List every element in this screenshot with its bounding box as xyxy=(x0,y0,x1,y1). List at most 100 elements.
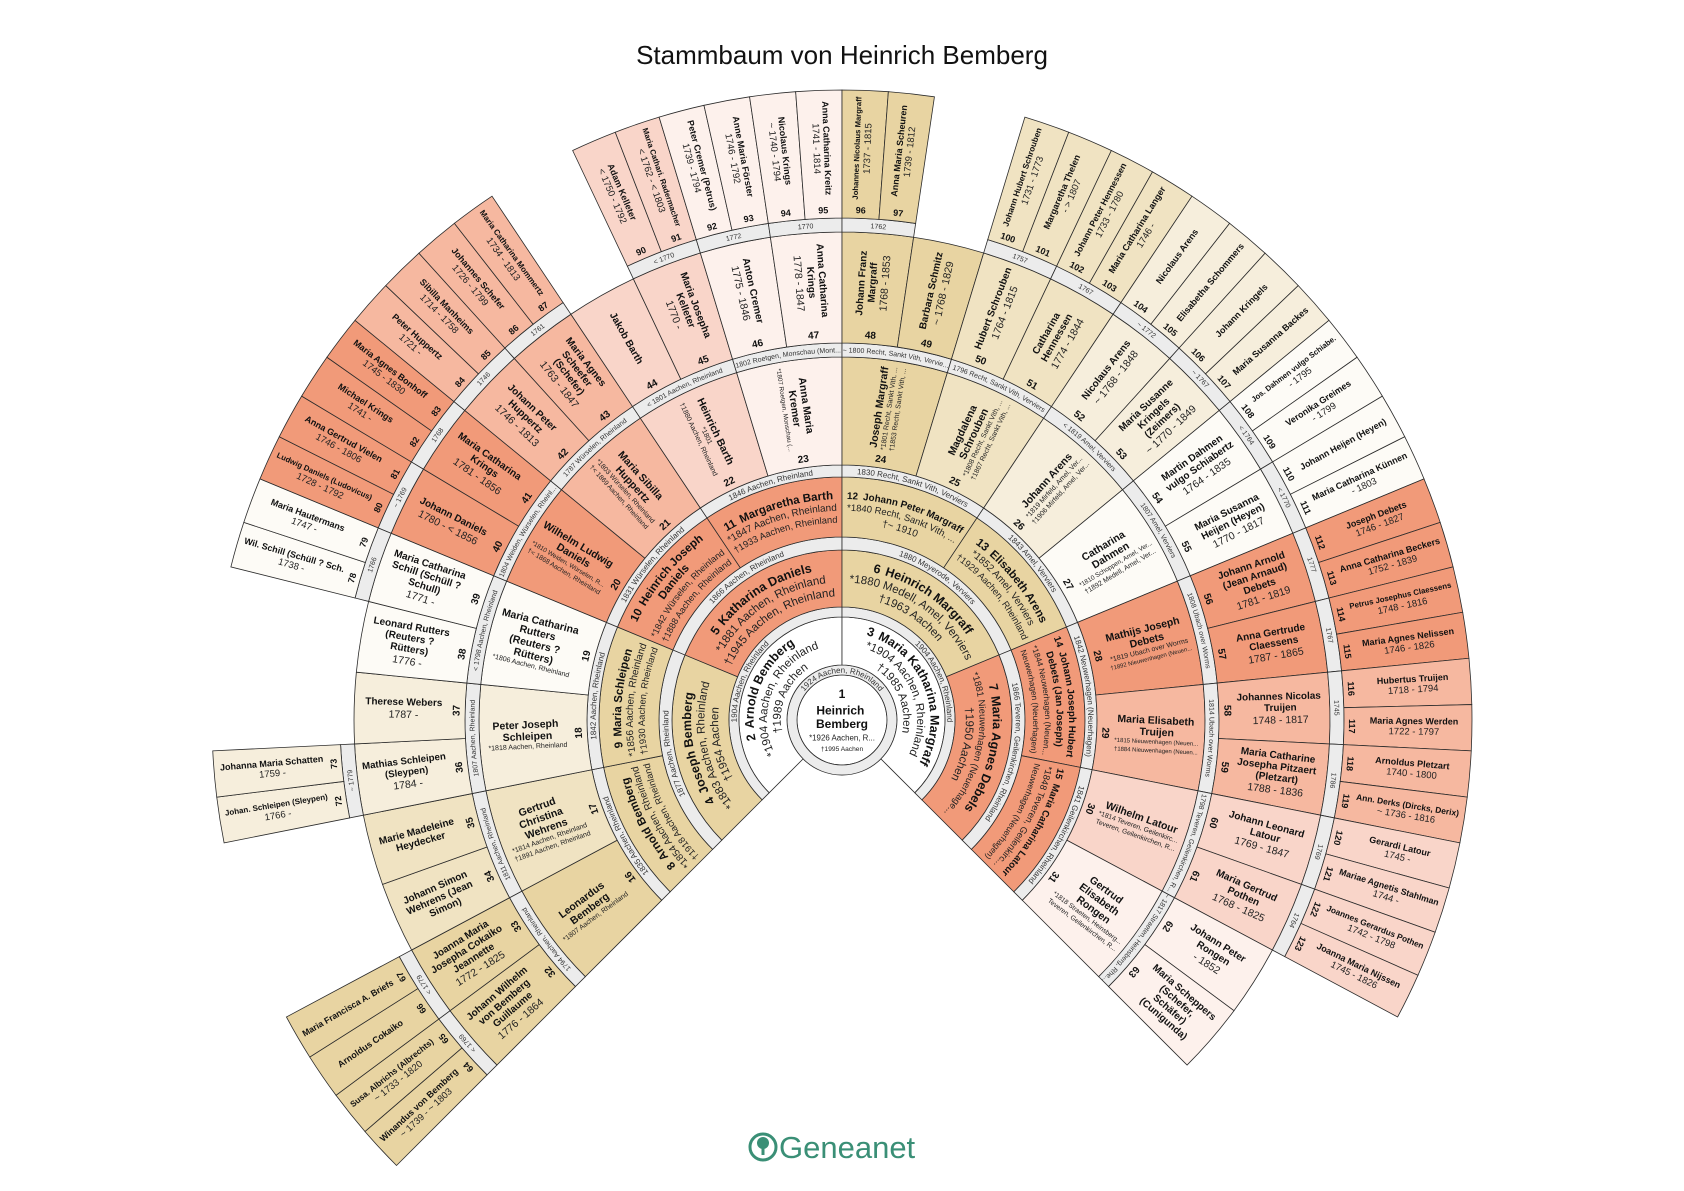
person-cell[interactable] xyxy=(212,744,345,798)
marriage-label-text: 1777 xyxy=(1305,556,1317,573)
marriage-label-text: 1807 Aachen, Rheinland xyxy=(469,699,480,776)
person-number: 95 xyxy=(818,205,828,215)
person-number: 118 xyxy=(1345,756,1356,771)
person-number: 12 xyxy=(847,491,859,503)
person-number: 92 xyxy=(706,221,718,233)
person-name: Johannes Nicolas Truijen xyxy=(1236,691,1324,715)
person-number: 40 xyxy=(491,539,506,554)
person-number: 30 xyxy=(1082,802,1096,817)
person-dates: 1722 - 1797 xyxy=(1388,726,1439,738)
person-cell[interactable] xyxy=(1284,922,1419,1018)
person-number: 115 xyxy=(1341,643,1353,659)
person-dates: 1741 - 1814 xyxy=(809,123,822,174)
marriage-label: ~ 1779 xyxy=(347,769,357,792)
marriage-label-text: 1772 xyxy=(725,233,742,243)
person-number: 58 xyxy=(1221,705,1232,717)
ancestor-cells xyxy=(212,89,1473,1167)
person-number: 37 xyxy=(451,704,462,716)
person-dates: †1884 Nieuwenhagen (Neuen... xyxy=(1114,747,1198,757)
geneanet-logo[interactable]: Geneanet xyxy=(748,1130,916,1165)
person-number: 6 xyxy=(872,562,882,577)
person-dates: 1787 - xyxy=(388,708,419,721)
person-number: 44 xyxy=(645,377,660,392)
person-number: 73 xyxy=(328,758,339,769)
person-number: 51 xyxy=(1024,377,1039,392)
person-number: 39 xyxy=(469,592,483,606)
person-number: 82 xyxy=(408,435,422,449)
person-dates: 1784 - xyxy=(393,777,425,793)
person-number: 94 xyxy=(780,208,791,219)
person-dates: 1740 - 1800 xyxy=(1386,766,1437,781)
marriage-label-text: 1762 xyxy=(870,223,886,231)
marriage-label-text: 1814 Ubach over Worms xyxy=(1203,699,1214,778)
person-label: Gertrud Elisabeth Rongen*1818 Straeten, … xyxy=(1045,869,1127,953)
person-number: 50 xyxy=(973,354,988,368)
person-number: 19 xyxy=(580,649,593,663)
person-cell[interactable] xyxy=(285,956,419,1058)
person-dates: 1768 - 1853 xyxy=(877,255,893,312)
person-cell[interactable] xyxy=(453,195,564,325)
person-number: 46 xyxy=(751,338,765,351)
marriage-label: 1772 xyxy=(725,233,742,243)
person-number: 45 xyxy=(696,354,711,368)
person-number: 112 xyxy=(1313,534,1327,551)
marriage-label-text: 1766 xyxy=(367,556,379,573)
person-number: 17 xyxy=(587,801,601,816)
person-dates: 1776 - xyxy=(391,653,423,670)
page-title: Stammbaum von Heinrich Bemberg xyxy=(636,40,1048,70)
person-number: 80 xyxy=(372,501,385,514)
marriage-label: 1807 Aachen, Rheinland xyxy=(469,699,480,776)
person-number: 86 xyxy=(507,323,521,337)
person-number: 7 xyxy=(986,682,1001,692)
person-name: Heinrich Bemberg xyxy=(816,703,868,730)
marriage-label: 1767 xyxy=(1324,627,1334,644)
person-number: 79 xyxy=(358,536,371,549)
person-number: 56 xyxy=(1201,592,1215,606)
person-number: 114 xyxy=(1335,606,1348,622)
person-number: 14 xyxy=(1051,635,1065,650)
person-number: 28 xyxy=(1090,649,1103,663)
marriage-label-text: 1786 xyxy=(1328,772,1337,788)
person-number: 96 xyxy=(856,205,866,215)
person-name: Therese Webers xyxy=(365,696,443,709)
person-name: Maria Elisabeth Truijen xyxy=(1117,713,1198,741)
person-number: 22 xyxy=(722,475,737,490)
person-dates: *1926 Aachen, R... xyxy=(809,734,875,743)
person-number: 10 xyxy=(629,607,646,624)
person-number: 59 xyxy=(1218,761,1230,774)
person-number: 48 xyxy=(864,330,876,342)
marriage-label: 1766 xyxy=(367,556,379,573)
person-number: 87 xyxy=(536,300,550,314)
marriage-label-text: 1767 xyxy=(1324,627,1334,644)
person-cell[interactable] xyxy=(878,91,935,224)
person-number: 47 xyxy=(808,330,820,342)
person-number: 121 xyxy=(1321,865,1335,882)
person-number: 83 xyxy=(429,404,443,418)
person-name: Peter Joseph Schleipen xyxy=(492,718,562,745)
marriage-label: 1814 Ubach over Worms xyxy=(1203,699,1214,778)
person-dates: *1818 Aachen, Rheinland xyxy=(488,742,567,753)
person-number: 61 xyxy=(1187,869,1202,884)
marriage-label: 1769 xyxy=(1313,843,1324,860)
person-number: 90 xyxy=(634,245,647,258)
person-cell[interactable] xyxy=(1108,944,1235,1066)
person-number: 57 xyxy=(1215,648,1228,661)
person-name: Hubertus Truijen xyxy=(1377,672,1449,686)
marriage-label: 1786 xyxy=(1328,772,1337,788)
person-dates: *1815 Nieuwenhagen (Neuen... xyxy=(1114,738,1198,748)
logo-text: Geneanet xyxy=(779,1130,916,1165)
person-number: 49 xyxy=(920,338,934,351)
person-number: 18 xyxy=(574,727,586,739)
person-number: 27 xyxy=(1060,577,1075,593)
person-number: 15 xyxy=(1052,767,1065,781)
person-label: Peter Joseph Schleipen*1818 Aachen, Rhei… xyxy=(488,718,586,753)
person-dates: 1748 - 1817 xyxy=(1252,714,1308,727)
person-number: 34 xyxy=(483,868,498,883)
person-label: 1 Heinrich Bemberg *1926 Aachen, R... †1995… xyxy=(809,687,875,753)
person-number: 3 xyxy=(865,624,876,639)
